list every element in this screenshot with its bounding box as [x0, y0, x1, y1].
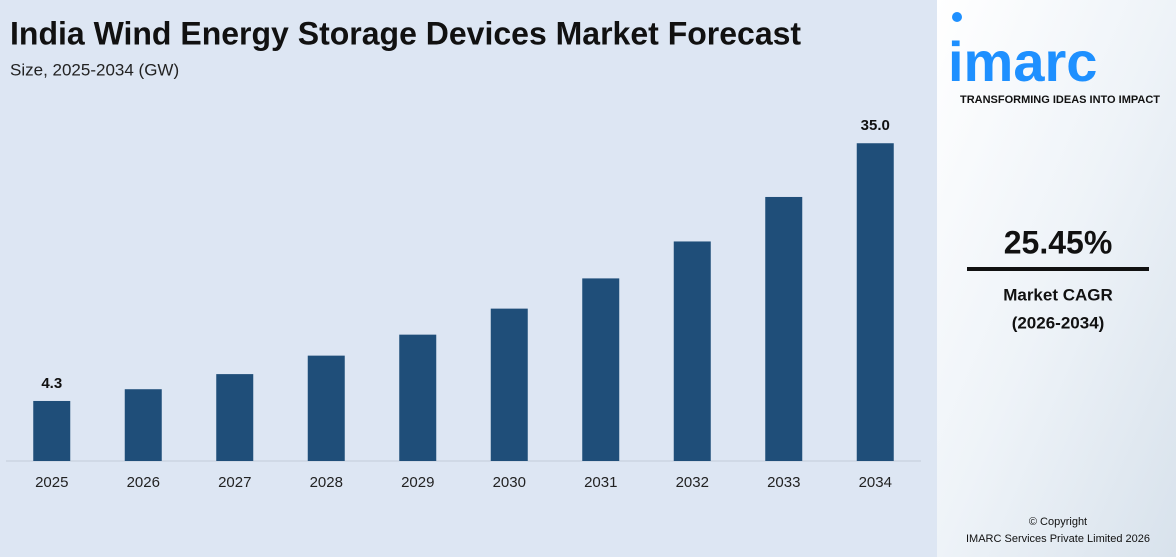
x-tick-label: 2028 [310, 474, 343, 491]
cagr-label: Market CAGR [1003, 285, 1113, 304]
x-tick-label: 2025 [35, 474, 68, 491]
data-label: 4.3 [41, 375, 62, 392]
chart-title: India Wind Energy Storage Devices Market… [10, 15, 801, 51]
tagline: TRANSFORMING IDEAS INTO IMPACT [960, 94, 1160, 106]
logo-dot [952, 12, 962, 22]
logo: imarc [948, 30, 1097, 93]
cagr-rule [967, 267, 1149, 271]
cagr-period: (2026-2034) [1012, 313, 1105, 332]
company: IMARC Services Private Limited 2026 [966, 533, 1150, 545]
bar [490, 308, 528, 461]
bar [673, 241, 711, 461]
x-tick-label: 2029 [401, 474, 434, 491]
chart-subtitle: Size, 2025-2034 (GW) [10, 60, 179, 79]
x-tick-label: 2027 [218, 474, 251, 491]
cagr-value: 25.45% [1004, 224, 1113, 260]
sidebar-background [937, 0, 1176, 557]
bar [307, 355, 345, 461]
bar [33, 400, 71, 461]
bar [582, 278, 620, 461]
bar [124, 389, 162, 461]
x-tick-label: 2034 [859, 474, 892, 491]
data-label: 35.0 [861, 117, 890, 134]
x-tick-label: 2033 [767, 474, 800, 491]
bar [856, 143, 894, 461]
bar [399, 334, 437, 461]
bar [216, 374, 254, 461]
x-tick-label: 2031 [584, 474, 617, 491]
x-tick-label: 2030 [493, 474, 526, 491]
x-tick-label: 2032 [676, 474, 709, 491]
copyright: © Copyright [1029, 516, 1087, 528]
x-tick-label: 2026 [127, 474, 160, 491]
bar [765, 196, 803, 461]
